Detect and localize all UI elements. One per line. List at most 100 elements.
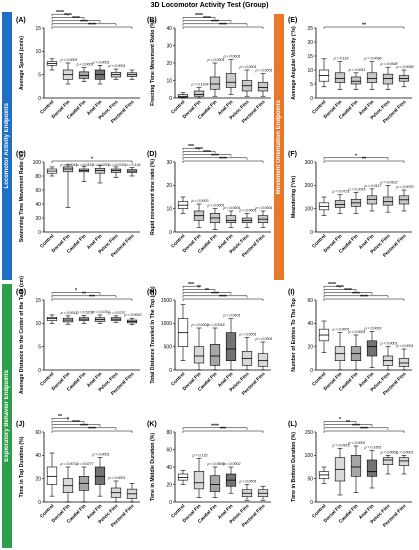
significance-bracket: *** [182, 427, 264, 433]
p-value-label: p < 0.0001 [238, 480, 256, 484]
significance-stars: **** [203, 150, 211, 156]
box-pelvic-fins [110, 315, 122, 323]
significance-stars: **** [211, 423, 219, 429]
box-body [94, 466, 106, 485]
box-caudal-fin [209, 327, 221, 371]
significance-stars: **** [344, 288, 352, 294]
significance-bracket: ** [323, 157, 405, 163]
x-tick-label: Control [311, 233, 327, 249]
significance-bracket: **** [182, 295, 264, 301]
significance-stars: ** [362, 23, 366, 29]
box-pectoral-fins [398, 348, 410, 371]
box-caudal-fin [78, 466, 90, 503]
box-body [334, 200, 346, 208]
p-value-label: p < 0.0001 [206, 58, 224, 62]
box-body [177, 473, 189, 481]
significance-bracket: *** [182, 144, 200, 151]
box-pectoral-fins [257, 210, 269, 228]
significance-bracket: ** [323, 23, 405, 29]
y-axis-label: Average Speed (cm/s) [19, 36, 25, 90]
box-body [382, 457, 394, 465]
significance-bracket: * [323, 417, 357, 424]
y-tick-label: 20 [35, 216, 41, 222]
box-dorsal-fin [334, 61, 346, 90]
y-tick-label: 20 [307, 40, 313, 46]
p-value-label: p < 0.0001 [347, 441, 365, 445]
box-control [46, 166, 58, 177]
box-control [46, 314, 58, 324]
y-tick-label: 1000 [161, 321, 172, 327]
y-tick-label: 10 [35, 49, 41, 55]
y-tick-label: 10 [166, 78, 172, 84]
box-body [78, 71, 90, 79]
box-pelvic-fins [110, 480, 122, 503]
y-tick-label: 20 [166, 183, 172, 189]
box-body [177, 94, 189, 98]
box-body [257, 353, 269, 367]
significance-bracket: **** [51, 10, 69, 17]
p-value-label: p = 0.0117 [364, 184, 383, 188]
significance-stars: **** [352, 291, 360, 297]
box-body [398, 358, 410, 367]
p-value-label: p < 0.0001 [107, 64, 125, 68]
p-value-label: p = 0.1334 [190, 83, 208, 87]
significance-bracket: ** [182, 288, 232, 295]
p-value-label: p < 0.0001 [91, 453, 109, 457]
x-tick-label: Control [39, 233, 55, 249]
y-axis-label: Time in Top Duration (%) [19, 436, 25, 497]
box-body [46, 466, 58, 485]
y-tick-label: 60 [35, 430, 41, 436]
section-label-exploratory: Exploratory Behavior Endpoints [2, 284, 12, 548]
significance-bracket: **** [323, 295, 405, 301]
box-pelvic-fins [110, 166, 122, 178]
box-body [225, 73, 237, 88]
significance-bracket: * [51, 288, 101, 295]
y-tick-label: 0 [169, 500, 172, 506]
p-value-label: p < 0.0001 [379, 450, 397, 454]
y-tick-label: 0 [169, 230, 172, 236]
p-value-label: p = 0.5201 [75, 310, 93, 314]
box-pectoral-fins [398, 455, 410, 475]
box-dorsal-fin [62, 164, 74, 208]
x-tick-label: Control [311, 371, 327, 387]
y-tick-label: 0 [169, 368, 172, 374]
significance-bracket: **** [182, 150, 232, 157]
box-anal-fin [225, 466, 237, 494]
box-anal-fin [366, 450, 378, 489]
chart-panel-h: (H)Total Distance Traveled In The Top (c… [147, 282, 273, 397]
significance-bracket: * [323, 153, 389, 160]
significance-stars: **** [219, 157, 227, 163]
chart-panel-k: (K) Time in Middle Duration (%) 0 20 40 60 80 C… [147, 421, 271, 529]
box-caudal-fin [350, 72, 362, 90]
box-pectoral-fins [257, 341, 269, 371]
p-value-label: p < 0.0001 [238, 208, 256, 212]
box-control [318, 58, 330, 88]
box-control [177, 196, 189, 214]
box-dorsal-fin [62, 62, 74, 85]
significance-bracket: **** [323, 282, 341, 289]
y-tick-label: 100 [305, 206, 314, 212]
p-value-label: p = 0.0415 [331, 443, 349, 447]
y-axis-label: Total Distance Traveled In The Top (cm) [150, 286, 156, 384]
significance-bracket: **** [182, 423, 248, 430]
y-tick-label: 500 [164, 344, 173, 350]
significance-stars: **** [211, 19, 219, 25]
box-pelvic-fins [382, 66, 394, 90]
x-tick-label: Control [39, 99, 55, 115]
y-tick-label: 50 [307, 476, 313, 482]
chart-panel-g: (G)Average Distance to the Center of the… [16, 276, 142, 397]
y-tick-label: 0 [310, 368, 313, 374]
y-tick-label: 150 [305, 430, 314, 436]
y-axis-label: Average Angular Velocity (°/s) [291, 26, 297, 100]
box-control [46, 58, 58, 71]
box-body [225, 332, 237, 361]
p-value-label: p < 0.0001 [206, 204, 224, 208]
section-label-locomotor-text: Locomotor Activity Endpoints [4, 103, 10, 189]
panel-label: (F) [288, 151, 297, 158]
box-caudal-fin [350, 334, 362, 371]
panel-label: (I) [288, 289, 295, 296]
p-value-label: p = 0.0002 [222, 462, 240, 466]
box-dorsal-fin [193, 203, 205, 228]
box-control [318, 196, 330, 216]
box-dorsal-fin [62, 315, 74, 325]
